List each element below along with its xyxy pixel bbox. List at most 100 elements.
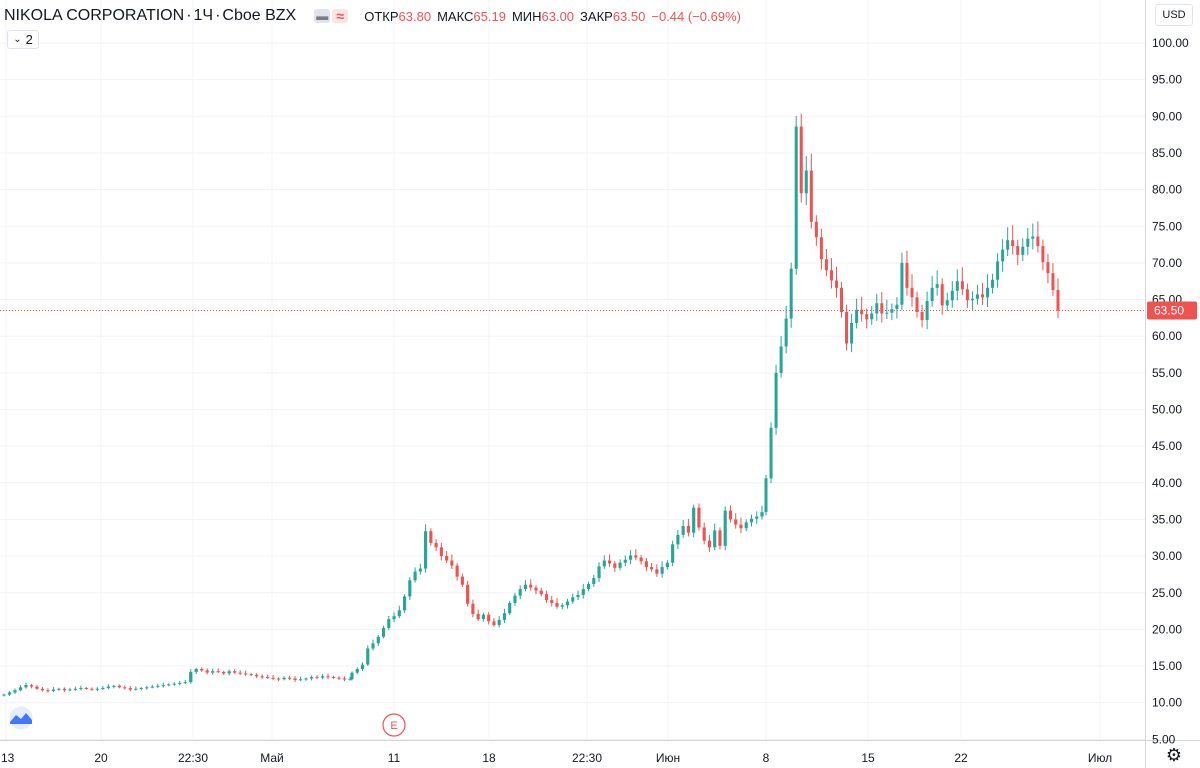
candle-body <box>418 568 422 572</box>
high-value: 65.19 <box>473 8 506 24</box>
candle-body <box>819 237 823 260</box>
symbol-title[interactable]: NIKOLA CORPORATION <box>4 7 185 24</box>
candle-body <box>707 540 712 548</box>
candle-body <box>282 677 286 680</box>
candle-body <box>824 259 828 271</box>
candle-body <box>35 686 39 689</box>
x-tick-label: 11 <box>388 751 401 765</box>
candle-body <box>676 534 680 545</box>
candle-body <box>529 584 533 588</box>
candle-body <box>723 510 727 546</box>
candle-body <box>40 688 45 691</box>
y-tick-label: 5.00 <box>1152 732 1176 746</box>
x-tick-label: 15 <box>861 751 875 765</box>
candle-body <box>960 281 964 290</box>
open-label: ОТКР <box>364 8 399 24</box>
candle-body <box>90 688 94 690</box>
tradingview-logo-icon[interactable] <box>6 706 36 730</box>
candle-body <box>834 280 838 288</box>
candle-body <box>644 561 648 568</box>
y-tick-label: 70.00 <box>1152 256 1182 270</box>
y-tick-label: 100.00 <box>1152 36 1189 50</box>
candle-body <box>769 427 773 479</box>
candle-body <box>613 563 617 568</box>
candle-body <box>487 614 491 622</box>
candle-body <box>571 597 575 602</box>
candle-body <box>249 674 253 676</box>
candle-body <box>744 522 748 529</box>
candle-body <box>497 619 501 626</box>
candle-body <box>178 682 182 684</box>
candle-body <box>381 627 386 637</box>
close-value: 63.50 <box>612 8 646 24</box>
candle-body <box>935 284 939 288</box>
candle-body <box>172 683 176 685</box>
candle-body <box>870 313 874 320</box>
candle-body <box>200 668 204 671</box>
candle-body <box>1016 246 1020 255</box>
candle-body <box>602 560 606 567</box>
candle-body <box>814 221 818 238</box>
candle-body <box>789 268 793 319</box>
y-tick-label: 25.00 <box>1152 586 1182 600</box>
candle-body <box>713 530 717 548</box>
candle-body <box>350 672 354 680</box>
candle-body <box>692 507 696 533</box>
candle-body <box>607 560 612 564</box>
candle-body <box>134 688 138 690</box>
header-separator: · <box>215 7 221 24</box>
candle-body <box>975 294 979 299</box>
candle-body <box>555 603 559 607</box>
candle-body <box>829 270 833 281</box>
candle-body <box>298 679 303 681</box>
settings-gear-icon[interactable]: ⚙ <box>1165 744 1183 765</box>
candle-body <box>320 676 325 678</box>
candle-body <box>1031 236 1035 239</box>
candle-body <box>702 527 706 541</box>
y-tick-label: 50.00 <box>1152 403 1182 417</box>
candle-body <box>492 621 496 626</box>
candle-body <box>222 671 226 674</box>
candle-body <box>629 555 633 560</box>
candle-body <box>355 668 359 673</box>
candle-body <box>1056 290 1060 311</box>
candle-body <box>597 566 601 579</box>
x-tick-label: Июл <box>1088 751 1112 765</box>
candle-body <box>1026 238 1030 247</box>
candle-body <box>865 314 869 320</box>
candle-body <box>481 614 485 620</box>
candle-body <box>183 682 187 684</box>
y-tick-label: 35.00 <box>1152 512 1182 526</box>
candle-body <box>238 672 242 674</box>
minus-chip-icon[interactable]: ▬ <box>314 9 331 23</box>
wave-chip-icon[interactable]: ≈ <box>332 9 349 23</box>
candle-body <box>955 281 959 291</box>
candle-body <box>156 685 160 687</box>
y-tick-label: 45.00 <box>1152 439 1182 453</box>
currency-button[interactable]: USD <box>1155 4 1193 26</box>
candle-body <box>128 688 132 690</box>
candle-body <box>671 544 675 563</box>
x-tick-label: 22 <box>954 751 968 765</box>
candle-body <box>880 303 884 314</box>
earnings-marker-icon[interactable] <box>382 713 406 737</box>
candle-body <box>244 673 248 675</box>
candle-body <box>784 318 788 347</box>
candle-body <box>445 556 449 561</box>
candle-body <box>439 547 443 557</box>
candle-body <box>855 309 859 324</box>
y-tick-label: 15.00 <box>1152 659 1182 673</box>
candle-body <box>581 589 585 595</box>
candle-body <box>895 304 899 310</box>
low-label: МИН <box>511 8 542 24</box>
x-tick-label: 8 <box>763 751 770 765</box>
candle-body <box>371 643 375 649</box>
candle-body <box>73 688 78 690</box>
y-tick-label: 85.00 <box>1152 146 1182 160</box>
candle-body <box>634 555 638 558</box>
indicators-toggle-button[interactable]: ⌄ 2 <box>7 30 39 49</box>
candle-body <box>980 294 984 298</box>
candle-body <box>920 312 924 321</box>
interval-label[interactable]: 1Ч <box>193 7 214 24</box>
